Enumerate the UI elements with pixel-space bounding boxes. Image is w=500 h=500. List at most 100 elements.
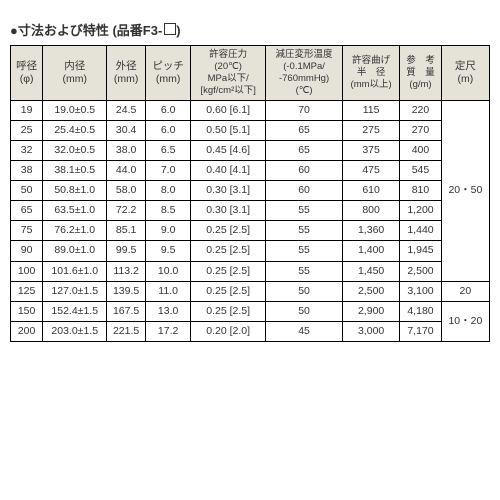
cell-pitch: 7.0 [146, 160, 191, 180]
cell-bend: 475 [343, 160, 400, 180]
cell-pitch: 6.0 [146, 100, 191, 120]
table-row: 90 89.0±1.0 99.5 9.5 0.25 [2.5] 55 1,400… [11, 241, 490, 261]
cell-od: 30.4 [107, 120, 146, 140]
cell-temp: 70 [266, 100, 343, 120]
cell-bend: 1,400 [343, 241, 400, 261]
header-sub: (-0.1MPa/ [283, 61, 325, 72]
cell-nominal: 25 [11, 120, 43, 140]
col-pressure: 許容圧力 (20℃) MPa以下/ [kgf/cm²以下] [191, 46, 266, 101]
cell-pressure: 0.30 [3.1] [191, 181, 266, 201]
cell-temp: 65 [266, 120, 343, 140]
header-sub: [kgf/cm²以下] [200, 85, 255, 96]
cell-pitch: 17.2 [146, 321, 191, 341]
col-pitch: ピッチ (mm) [146, 46, 191, 101]
cell-weight: 1,945 [400, 241, 442, 261]
cell-length: 10・20 [441, 301, 489, 341]
cell-pitch: 8.5 [146, 201, 191, 221]
header-sub: 半 径 [357, 67, 386, 78]
cell-od: 85.1 [107, 221, 146, 241]
cell-bend: 3,000 [343, 321, 400, 341]
cell-bend: 1,360 [343, 221, 400, 241]
header-sub: (20℃) [214, 61, 242, 72]
header-label: ピッチ [152, 60, 184, 72]
cell-temp: 60 [266, 181, 343, 201]
cell-temp: 55 [266, 201, 343, 221]
header-label: 定尺 [455, 60, 476, 72]
cell-pitch: 10.0 [146, 261, 191, 281]
table-body: 19 19.0±0.5 24.5 6.0 0.60 [6.1] 70 115 2… [11, 100, 490, 342]
title-prefix: ●寸法および特性 (品番F3- [10, 23, 162, 38]
header-sub: 質 量 [406, 67, 435, 78]
cell-pitch: 6.0 [146, 120, 191, 140]
cell-nominal: 100 [11, 261, 43, 281]
cell-weight: 2,500 [400, 261, 442, 281]
cell-temp: 55 [266, 261, 343, 281]
cell-pitch: 8.0 [146, 181, 191, 201]
header-unit: (φ) [20, 73, 34, 85]
cell-pitch: 9.5 [146, 241, 191, 261]
cell-id: 89.0±1.0 [43, 241, 107, 261]
table-row: 25 25.4±0.5 30.4 6.0 0.50 [5.1] 65 275 2… [11, 120, 490, 140]
cell-id: 50.8±1.0 [43, 181, 107, 201]
part-number-box [164, 23, 176, 35]
header-label: 減圧変形温度 [276, 49, 333, 60]
cell-bend: 2,900 [343, 301, 400, 321]
cell-pressure: 0.60 [6.1] [191, 100, 266, 120]
table-row: 19 19.0±0.5 24.5 6.0 0.60 [6.1] 70 115 2… [11, 100, 490, 120]
cell-id: 25.4±0.5 [43, 120, 107, 140]
cell-id: 63.5±1.0 [43, 201, 107, 221]
spec-table: 呼径 (φ) 内径 (mm) 外径 (mm) ピッチ (mm) 許容圧力 (20… [10, 45, 490, 342]
cell-nominal: 65 [11, 201, 43, 221]
header-label: 呼径 [16, 60, 37, 72]
cell-od: 24.5 [107, 100, 146, 120]
cell-id: 38.1±0.5 [43, 160, 107, 180]
cell-pressure: 0.30 [3.1] [191, 201, 266, 221]
cell-nominal: 50 [11, 181, 43, 201]
cell-temp: 55 [266, 221, 343, 241]
cell-nominal: 19 [11, 100, 43, 120]
table-row: 50 50.8±1.0 58.0 8.0 0.30 [3.1] 60 610 8… [11, 181, 490, 201]
cell-od: 139.5 [107, 281, 146, 301]
cell-temp: 60 [266, 160, 343, 180]
cell-pressure: 0.25 [2.5] [191, 281, 266, 301]
cell-pressure: 0.50 [5.1] [191, 120, 266, 140]
cell-bend: 1,450 [343, 261, 400, 281]
table-title: ●寸法および特性 (品番F3-) [10, 20, 490, 39]
table-row: 200 203.0±1.5 221.5 17.2 0.20 [2.0] 45 3… [11, 321, 490, 341]
cell-weight: 7,170 [400, 321, 442, 341]
table-row: 150 152.4±1.5 167.5 13.0 0.25 [2.5] 50 2… [11, 301, 490, 321]
cell-bend: 275 [343, 120, 400, 140]
header-unit: (m) [458, 73, 474, 85]
cell-weight: 1,440 [400, 221, 442, 241]
cell-nominal: 38 [11, 160, 43, 180]
header-label: 外径 [116, 60, 137, 72]
cell-od: 113.2 [107, 261, 146, 281]
cell-temp: 50 [266, 281, 343, 301]
cell-pressure: 0.20 [2.0] [191, 321, 266, 341]
header-sub: (℃) [296, 85, 313, 96]
cell-weight: 4,180 [400, 301, 442, 321]
header-label: 許容曲げ [352, 55, 390, 66]
header-unit: (mm) [62, 73, 87, 85]
cell-nominal: 125 [11, 281, 43, 301]
table-row: 75 76.2±1.0 85.1 9.0 0.25 [2.5] 55 1,360… [11, 221, 490, 241]
cell-od: 99.5 [107, 241, 146, 261]
cell-nominal: 200 [11, 321, 43, 341]
cell-od: 58.0 [107, 181, 146, 201]
cell-pressure: 0.25 [2.5] [191, 221, 266, 241]
cell-pitch: 6.5 [146, 140, 191, 160]
table-row: 38 38.1±0.5 44.0 7.0 0.40 [4.1] 60 475 5… [11, 160, 490, 180]
col-length: 定尺 (m) [441, 46, 489, 101]
col-id: 内径 (mm) [43, 46, 107, 101]
col-od: 外径 (mm) [107, 46, 146, 101]
cell-id: 101.6±1.0 [43, 261, 107, 281]
header-label: 内径 [64, 60, 85, 72]
header-sub: (g/m) [409, 79, 431, 90]
cell-weight: 1,200 [400, 201, 442, 221]
cell-temp: 55 [266, 241, 343, 261]
cell-temp: 65 [266, 140, 343, 160]
cell-bend: 800 [343, 201, 400, 221]
cell-pitch: 13.0 [146, 301, 191, 321]
cell-bend: 610 [343, 181, 400, 201]
cell-pressure: 0.25 [2.5] [191, 301, 266, 321]
